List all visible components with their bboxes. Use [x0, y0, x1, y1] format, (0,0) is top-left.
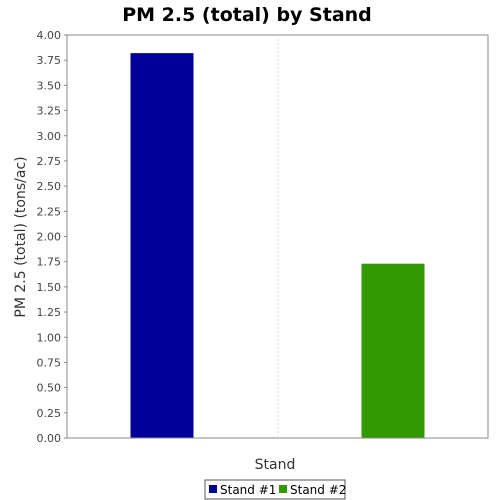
y-tick-label: 1.00 [37, 331, 62, 344]
chart-title: PM 2.5 (total) by Stand [122, 4, 372, 26]
y-tick-label: 3.25 [37, 105, 62, 118]
bar-stand-1 [130, 53, 194, 438]
y-tick-label: 3.00 [37, 130, 62, 143]
legend-label-stand-1: Stand #1 [220, 483, 276, 497]
y-tick-label: 0.00 [37, 432, 62, 445]
legend: Stand #1 Stand #2 [204, 479, 346, 500]
y-tick-label: 2.75 [37, 155, 62, 168]
y-axis-ticks: 0.00 0.25 0.50 0.75 1.00 1.25 1.50 1.75 2.00 2.25… [37, 29, 67, 445]
bar-stand-2 [361, 263, 425, 438]
y-tick-label: 1.75 [37, 256, 62, 269]
y-tick-label: 4.00 [37, 29, 62, 42]
y-tick-label: 3.75 [37, 54, 62, 67]
legend-swatch-stand-2 [279, 485, 287, 493]
y-tick-label: 2.25 [37, 205, 62, 218]
legend-swatch-stand-1 [209, 485, 217, 493]
y-tick-label: 2.50 [37, 180, 62, 193]
y-tick-label: 0.50 [37, 382, 62, 395]
y-tick-label: 2.00 [37, 231, 62, 244]
legend-label-stand-2: Stand #2 [290, 483, 346, 497]
y-tick-label: 3.50 [37, 79, 62, 92]
bars [130, 53, 425, 438]
x-axis-label: Stand [255, 457, 296, 473]
y-tick-label: 1.25 [37, 306, 62, 319]
y-tick-label: 0.75 [37, 356, 62, 369]
y-tick-label: 0.25 [37, 407, 62, 420]
legend-box [204, 479, 346, 500]
y-axis-label: PM 2.5 (total) (tons/ac) [13, 156, 29, 317]
y-tick-label: 1.50 [37, 281, 62, 294]
